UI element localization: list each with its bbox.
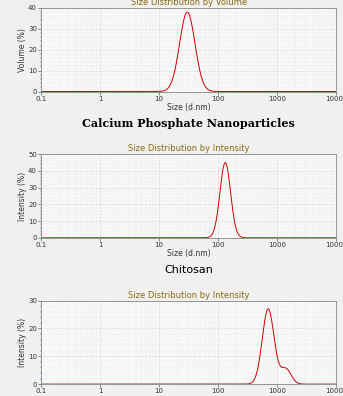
Text: Calcium Phosphate Nanoparticles: Calcium Phosphate Nanoparticles <box>82 118 295 129</box>
Text: Chitosan: Chitosan <box>164 265 213 274</box>
Title: Size Distribution by Intensity: Size Distribution by Intensity <box>128 145 249 153</box>
Y-axis label: Intensity (%): Intensity (%) <box>17 171 27 221</box>
X-axis label: Size (d.nm): Size (d.nm) <box>167 249 211 258</box>
X-axis label: Size (d.nm): Size (d.nm) <box>167 103 211 112</box>
Y-axis label: Intensity (%): Intensity (%) <box>17 318 27 367</box>
Title: Size Distribution by Intensity: Size Distribution by Intensity <box>128 291 249 300</box>
Y-axis label: Volume (%): Volume (%) <box>17 28 27 72</box>
Title: Size Distribution by Volume: Size Distribution by Volume <box>131 0 247 7</box>
